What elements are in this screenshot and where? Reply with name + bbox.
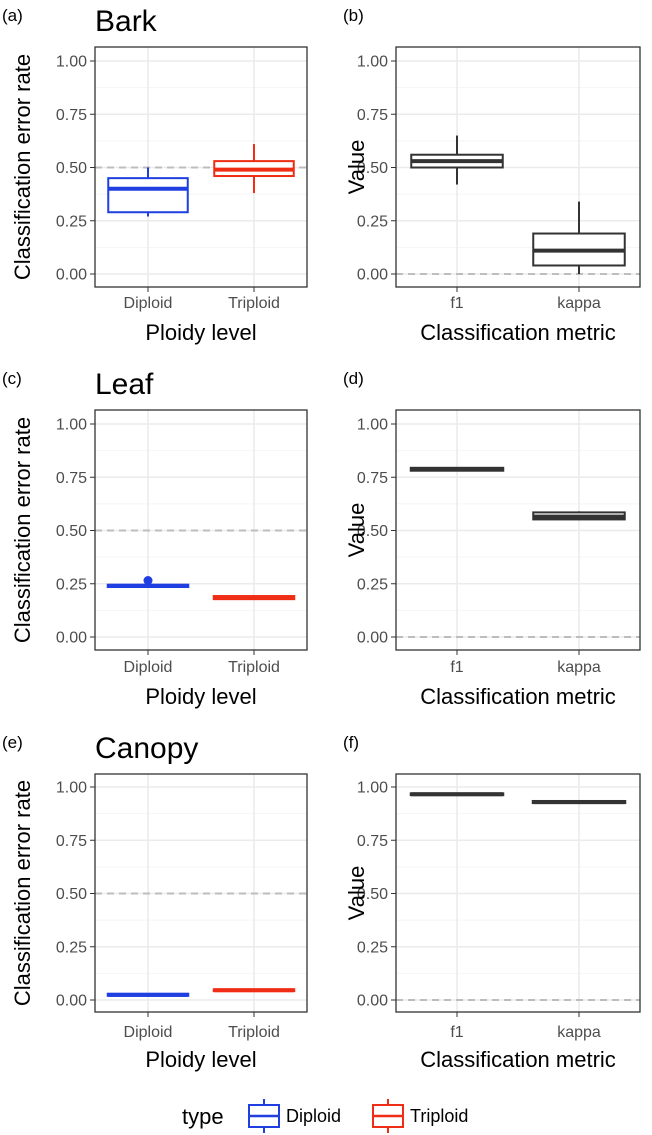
y-tick-label: 0.50 xyxy=(357,886,388,903)
y-tick-label: 1.00 xyxy=(56,780,87,797)
panel-d: 0.00 0.25 0.50 0.75 1.00 f1 kappa Classificatio… xyxy=(343,369,641,709)
x-tick-label: Triploid xyxy=(228,1024,280,1041)
panel-e: 0.00 0.25 0.50 0.75 1.00 Diploid Triploid Ploid… xyxy=(2,732,308,1072)
panel-tag: (f) xyxy=(343,733,359,752)
y-tick-label: 0.75 xyxy=(56,470,87,487)
legend-key-triploid xyxy=(372,1099,404,1133)
y-axis-title: Value xyxy=(344,503,369,558)
x-axis-title: Ploidy level xyxy=(145,320,256,345)
panel-title: Leaf xyxy=(95,368,154,401)
y-tick-label: 0.50 xyxy=(357,523,388,540)
y-tick-label: 0.00 xyxy=(56,630,87,647)
y-tick-label: 0.25 xyxy=(357,213,388,230)
panel-f: 0.00 0.25 0.50 0.75 1.00 f1 kappa Classificatio… xyxy=(343,733,641,1072)
y-tick-label: 0.75 xyxy=(357,107,388,124)
y-tick-label: 0.50 xyxy=(357,160,388,177)
panel-tag: (d) xyxy=(343,369,364,388)
panel-border xyxy=(94,46,308,288)
x-axis-title: Classification metric xyxy=(420,684,616,709)
y-tick-label: 0.50 xyxy=(56,160,87,177)
x-axis-title: Ploidy level xyxy=(145,684,256,709)
y-tick-label: 0.75 xyxy=(56,107,87,124)
panel-border xyxy=(94,409,308,651)
legend-label: Diploid xyxy=(286,1106,341,1126)
y-tick-label: 0.25 xyxy=(357,939,388,956)
panel-tag: (b) xyxy=(343,6,364,25)
y-tick-label: 0.25 xyxy=(357,576,388,593)
y-tick-label: 0.50 xyxy=(56,886,87,903)
y-tick-label: 0.75 xyxy=(357,833,388,850)
y-tick-label: 0.25 xyxy=(56,576,87,593)
x-axis-title: Classification metric xyxy=(420,1047,616,1072)
box xyxy=(107,177,189,214)
y-tick-label: 0.00 xyxy=(56,993,87,1010)
x-tick-label: Diploid xyxy=(124,1024,173,1041)
y-tick-label: 0.00 xyxy=(357,993,388,1010)
y-tick-label: 0.50 xyxy=(56,523,87,540)
x-tick-label: Diploid xyxy=(124,295,173,312)
x-tick-label: Triploid xyxy=(228,659,280,676)
x-axis-title: Classification metric xyxy=(420,320,616,345)
x-tick-label: kappa xyxy=(557,659,601,676)
panel-c: 0.00 0.25 0.50 0.75 1.00 Diploid Triploid Ploid… xyxy=(2,368,308,709)
panel-title: Bark xyxy=(95,5,158,38)
y-tick-label: 0.75 xyxy=(357,470,388,487)
panel-b: 0.00 0.25 0.50 0.75 1.00 f1 kappa Classificatio… xyxy=(343,6,641,345)
y-axis-title: Classification error rate xyxy=(10,417,35,643)
panel-border xyxy=(94,773,308,1013)
panel-tag: (e) xyxy=(2,733,23,752)
y-axis-title: Value xyxy=(344,866,369,921)
legend-label: Triploid xyxy=(410,1106,468,1126)
panel-border xyxy=(395,46,641,288)
panel-tag: (c) xyxy=(2,369,22,388)
y-tick-label: 1.00 xyxy=(56,417,87,434)
x-axis-title: Ploidy level xyxy=(145,1047,256,1072)
legend: type Diploid Triploid xyxy=(182,1099,468,1133)
y-tick-label: 1.00 xyxy=(357,417,388,434)
x-tick-label: kappa xyxy=(557,295,601,312)
y-tick-label: 0.75 xyxy=(56,833,87,850)
y-tick-label: 0.00 xyxy=(357,267,388,284)
panel-title: Canopy xyxy=(95,732,198,765)
y-tick-label: 0.00 xyxy=(357,630,388,647)
y-tick-label: 1.00 xyxy=(56,54,87,71)
panel-border xyxy=(395,773,641,1013)
x-tick-label: Diploid xyxy=(124,659,173,676)
y-tick-label: 0.25 xyxy=(56,213,87,230)
y-tick-label: 0.00 xyxy=(56,267,87,284)
panel-border xyxy=(395,409,641,651)
legend-title: type xyxy=(182,1104,224,1129)
panel-a: 0.00 0.25 0.50 0.75 1.00 Diploid Triploid Ploid… xyxy=(2,5,308,345)
y-tick-label: 0.25 xyxy=(56,939,87,956)
x-tick-label: Triploid xyxy=(228,295,280,312)
y-axis-title: Value xyxy=(344,140,369,195)
x-tick-label: f1 xyxy=(450,659,463,676)
x-tick-label: f1 xyxy=(450,295,463,312)
x-tick-label: f1 xyxy=(450,1024,463,1041)
y-axis-title: Classification error rate xyxy=(10,780,35,1006)
x-tick-label: kappa xyxy=(557,1024,601,1041)
y-axis-title: Classification error rate xyxy=(10,54,35,280)
legend-key-diploid xyxy=(248,1099,280,1133)
y-tick-label: 1.00 xyxy=(357,780,388,797)
panel-tag: (a) xyxy=(2,6,23,25)
outlier-point xyxy=(143,576,153,586)
y-tick-label: 1.00 xyxy=(357,54,388,71)
